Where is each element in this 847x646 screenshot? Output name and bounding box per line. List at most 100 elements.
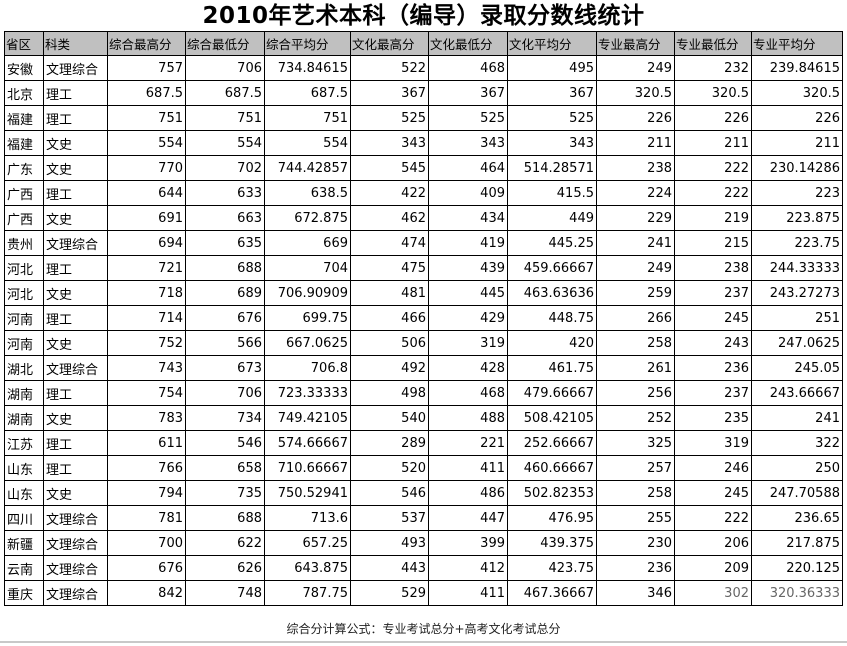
cell-total-min: 663 bbox=[185, 205, 265, 231]
cell-total-avg: 750.52941 bbox=[264, 480, 351, 506]
cell-total-max: 770 bbox=[107, 155, 186, 181]
cell-province: 福建 bbox=[4, 130, 44, 156]
cell-culture-max: 546 bbox=[350, 480, 429, 506]
cell-total-max: 751 bbox=[107, 105, 186, 131]
cell-major-avg: 244.33333 bbox=[751, 255, 843, 281]
cell-major-min: 222 bbox=[674, 180, 752, 206]
cell-total-max: 721 bbox=[107, 255, 186, 281]
cell-total-min: 734 bbox=[185, 405, 265, 431]
cell-major-max: 256 bbox=[596, 380, 675, 406]
cell-major-avg: 223.75 bbox=[751, 230, 843, 256]
cell-culture-min: 468 bbox=[428, 380, 508, 406]
cell-major-avg: 320.36333 bbox=[751, 580, 843, 606]
table-row: 福建 文史 554 554 554 343 343 343 211 211 211 bbox=[4, 130, 843, 156]
cell-province: 河南 bbox=[4, 330, 44, 356]
cell-total-max: 842 bbox=[107, 580, 186, 606]
cell-province: 新疆 bbox=[4, 530, 44, 556]
cell-culture-avg: 449 bbox=[507, 205, 597, 231]
cell-province: 福建 bbox=[4, 105, 44, 131]
column-header-culture-min: 文化最低分 bbox=[428, 31, 508, 56]
cell-major-max: 229 bbox=[596, 205, 675, 231]
cell-major-max: 258 bbox=[596, 330, 675, 356]
cell-culture-avg: 423.75 bbox=[507, 555, 597, 581]
cell-major-max: 230 bbox=[596, 530, 675, 556]
table-row: 河南 理工 714 676 699.75 466 429 448.75 266 245 251 bbox=[4, 305, 843, 331]
cell-total-min: 633 bbox=[185, 180, 265, 206]
cell-total-max: 676 bbox=[107, 555, 186, 581]
cell-culture-min: 486 bbox=[428, 480, 508, 506]
cell-category: 文史 bbox=[43, 155, 108, 181]
cell-total-max: 766 bbox=[107, 455, 186, 481]
table-row: 新疆 文理综合 700 622 657.25 493 399 439.375 230 206 217… bbox=[4, 530, 843, 556]
cell-major-avg: 251 bbox=[751, 305, 843, 331]
cell-total-max: 687.5 bbox=[107, 80, 186, 106]
cell-category: 文史 bbox=[43, 205, 108, 231]
cell-culture-min: 428 bbox=[428, 355, 508, 381]
cell-major-min: 222 bbox=[674, 155, 752, 181]
cell-total-max: 611 bbox=[107, 430, 186, 456]
cell-culture-max: 475 bbox=[350, 255, 429, 281]
cell-total-max: 757 bbox=[107, 55, 186, 81]
cell-culture-avg: 439.375 bbox=[507, 530, 597, 556]
column-header-culture-avg: 文化平均分 bbox=[507, 31, 597, 56]
cell-total-max: 694 bbox=[107, 230, 186, 256]
cell-total-max: 754 bbox=[107, 380, 186, 406]
cell-culture-max: 462 bbox=[350, 205, 429, 231]
cell-province: 湖南 bbox=[4, 380, 44, 406]
cell-culture-min: 429 bbox=[428, 305, 508, 331]
cell-province: 河北 bbox=[4, 255, 44, 281]
cell-major-max: 252 bbox=[596, 405, 675, 431]
cell-major-min: 209 bbox=[674, 555, 752, 581]
cell-category: 理工 bbox=[43, 455, 108, 481]
column-header-total-max: 综合最高分 bbox=[107, 31, 186, 56]
cell-major-min: 219 bbox=[674, 205, 752, 231]
cell-major-min: 320.5 bbox=[674, 80, 752, 106]
column-header-province: 省区 bbox=[4, 31, 44, 56]
table-row: 山东 文史 794 735 750.52941 546 486 502.82353 258 245… bbox=[4, 480, 843, 506]
cell-category: 理工 bbox=[43, 380, 108, 406]
table-row: 广东 文史 770 702 744.42857 545 464 514.28571 238 222… bbox=[4, 155, 843, 181]
cell-major-min: 245 bbox=[674, 480, 752, 506]
cell-total-min: 622 bbox=[185, 530, 265, 556]
cell-culture-min: 468 bbox=[428, 55, 508, 81]
cell-province: 湖南 bbox=[4, 405, 44, 431]
cell-category: 文理综合 bbox=[43, 355, 108, 381]
cell-culture-max: 506 bbox=[350, 330, 429, 356]
cell-total-avg: 574.66667 bbox=[264, 430, 351, 456]
cell-category: 理工 bbox=[43, 255, 108, 281]
cell-culture-min: 445 bbox=[428, 280, 508, 306]
cell-province: 广东 bbox=[4, 155, 44, 181]
table-row: 河南 文史 752 566 667.0625 506 319 420 258 243 247.062… bbox=[4, 330, 843, 356]
cell-total-min: 706 bbox=[185, 55, 265, 81]
table-row: 贵州 文理综合 694 635 669 474 419 445.25 241 215 223.75 bbox=[4, 230, 843, 256]
cell-province: 云南 bbox=[4, 555, 44, 581]
cell-culture-min: 419 bbox=[428, 230, 508, 256]
cell-culture-min: 411 bbox=[428, 455, 508, 481]
formula-footnote: 综合分计算公式：专业考试总分+高考文化考试总分 bbox=[286, 622, 561, 636]
cell-total-avg: 704 bbox=[264, 255, 351, 281]
cell-major-avg: 239.84615 bbox=[751, 55, 843, 81]
cell-major-max: 261 bbox=[596, 355, 675, 381]
cell-culture-avg: 479.66667 bbox=[507, 380, 597, 406]
cell-culture-min: 434 bbox=[428, 205, 508, 231]
cell-culture-avg: 514.28571 bbox=[507, 155, 597, 181]
cell-total-min: 635 bbox=[185, 230, 265, 256]
cell-culture-avg: 252.66667 bbox=[507, 430, 597, 456]
cell-total-max: 743 bbox=[107, 355, 186, 381]
cell-major-min: 237 bbox=[674, 380, 752, 406]
cell-culture-max: 545 bbox=[350, 155, 429, 181]
cell-category: 文史 bbox=[43, 130, 108, 156]
cell-province: 山东 bbox=[4, 480, 44, 506]
cell-category: 文史 bbox=[43, 330, 108, 356]
cell-culture-avg: 460.66667 bbox=[507, 455, 597, 481]
table-row: 河北 理工 721 688 704 475 439 459.66667 249 238 244.33… bbox=[4, 255, 843, 281]
cell-major-avg: 226 bbox=[751, 105, 843, 131]
cell-total-avg: 706.8 bbox=[264, 355, 351, 381]
cell-major-avg: 243.66667 bbox=[751, 380, 843, 406]
table-row: 湖北 文理综合 743 673 706.8 492 428 461.75 261 236 245.0… bbox=[4, 355, 843, 381]
cell-total-min: 554 bbox=[185, 130, 265, 156]
cell-culture-avg: 495 bbox=[507, 55, 597, 81]
cell-total-min: 687.5 bbox=[185, 80, 265, 106]
cell-total-max: 644 bbox=[107, 180, 186, 206]
cell-culture-max: 343 bbox=[350, 130, 429, 156]
